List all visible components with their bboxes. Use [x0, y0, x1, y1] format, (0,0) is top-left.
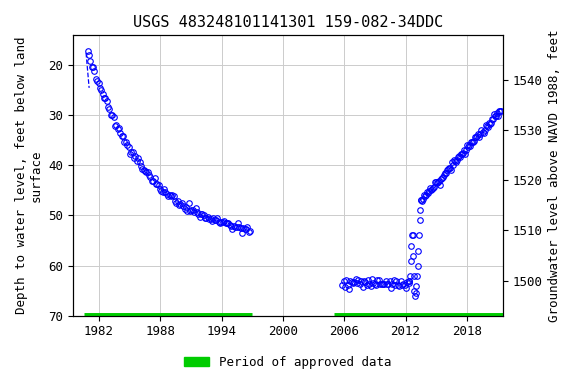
Y-axis label: Groundwater level above NAVD 1988, feet: Groundwater level above NAVD 1988, feet — [548, 29, 561, 322]
Legend: Period of approved data: Period of approved data — [179, 351, 397, 374]
Title: USGS 483248101141301 159-082-34DDC: USGS 483248101141301 159-082-34DDC — [133, 15, 443, 30]
Y-axis label: Depth to water level, feet below land
surface: Depth to water level, feet below land su… — [15, 37, 43, 314]
